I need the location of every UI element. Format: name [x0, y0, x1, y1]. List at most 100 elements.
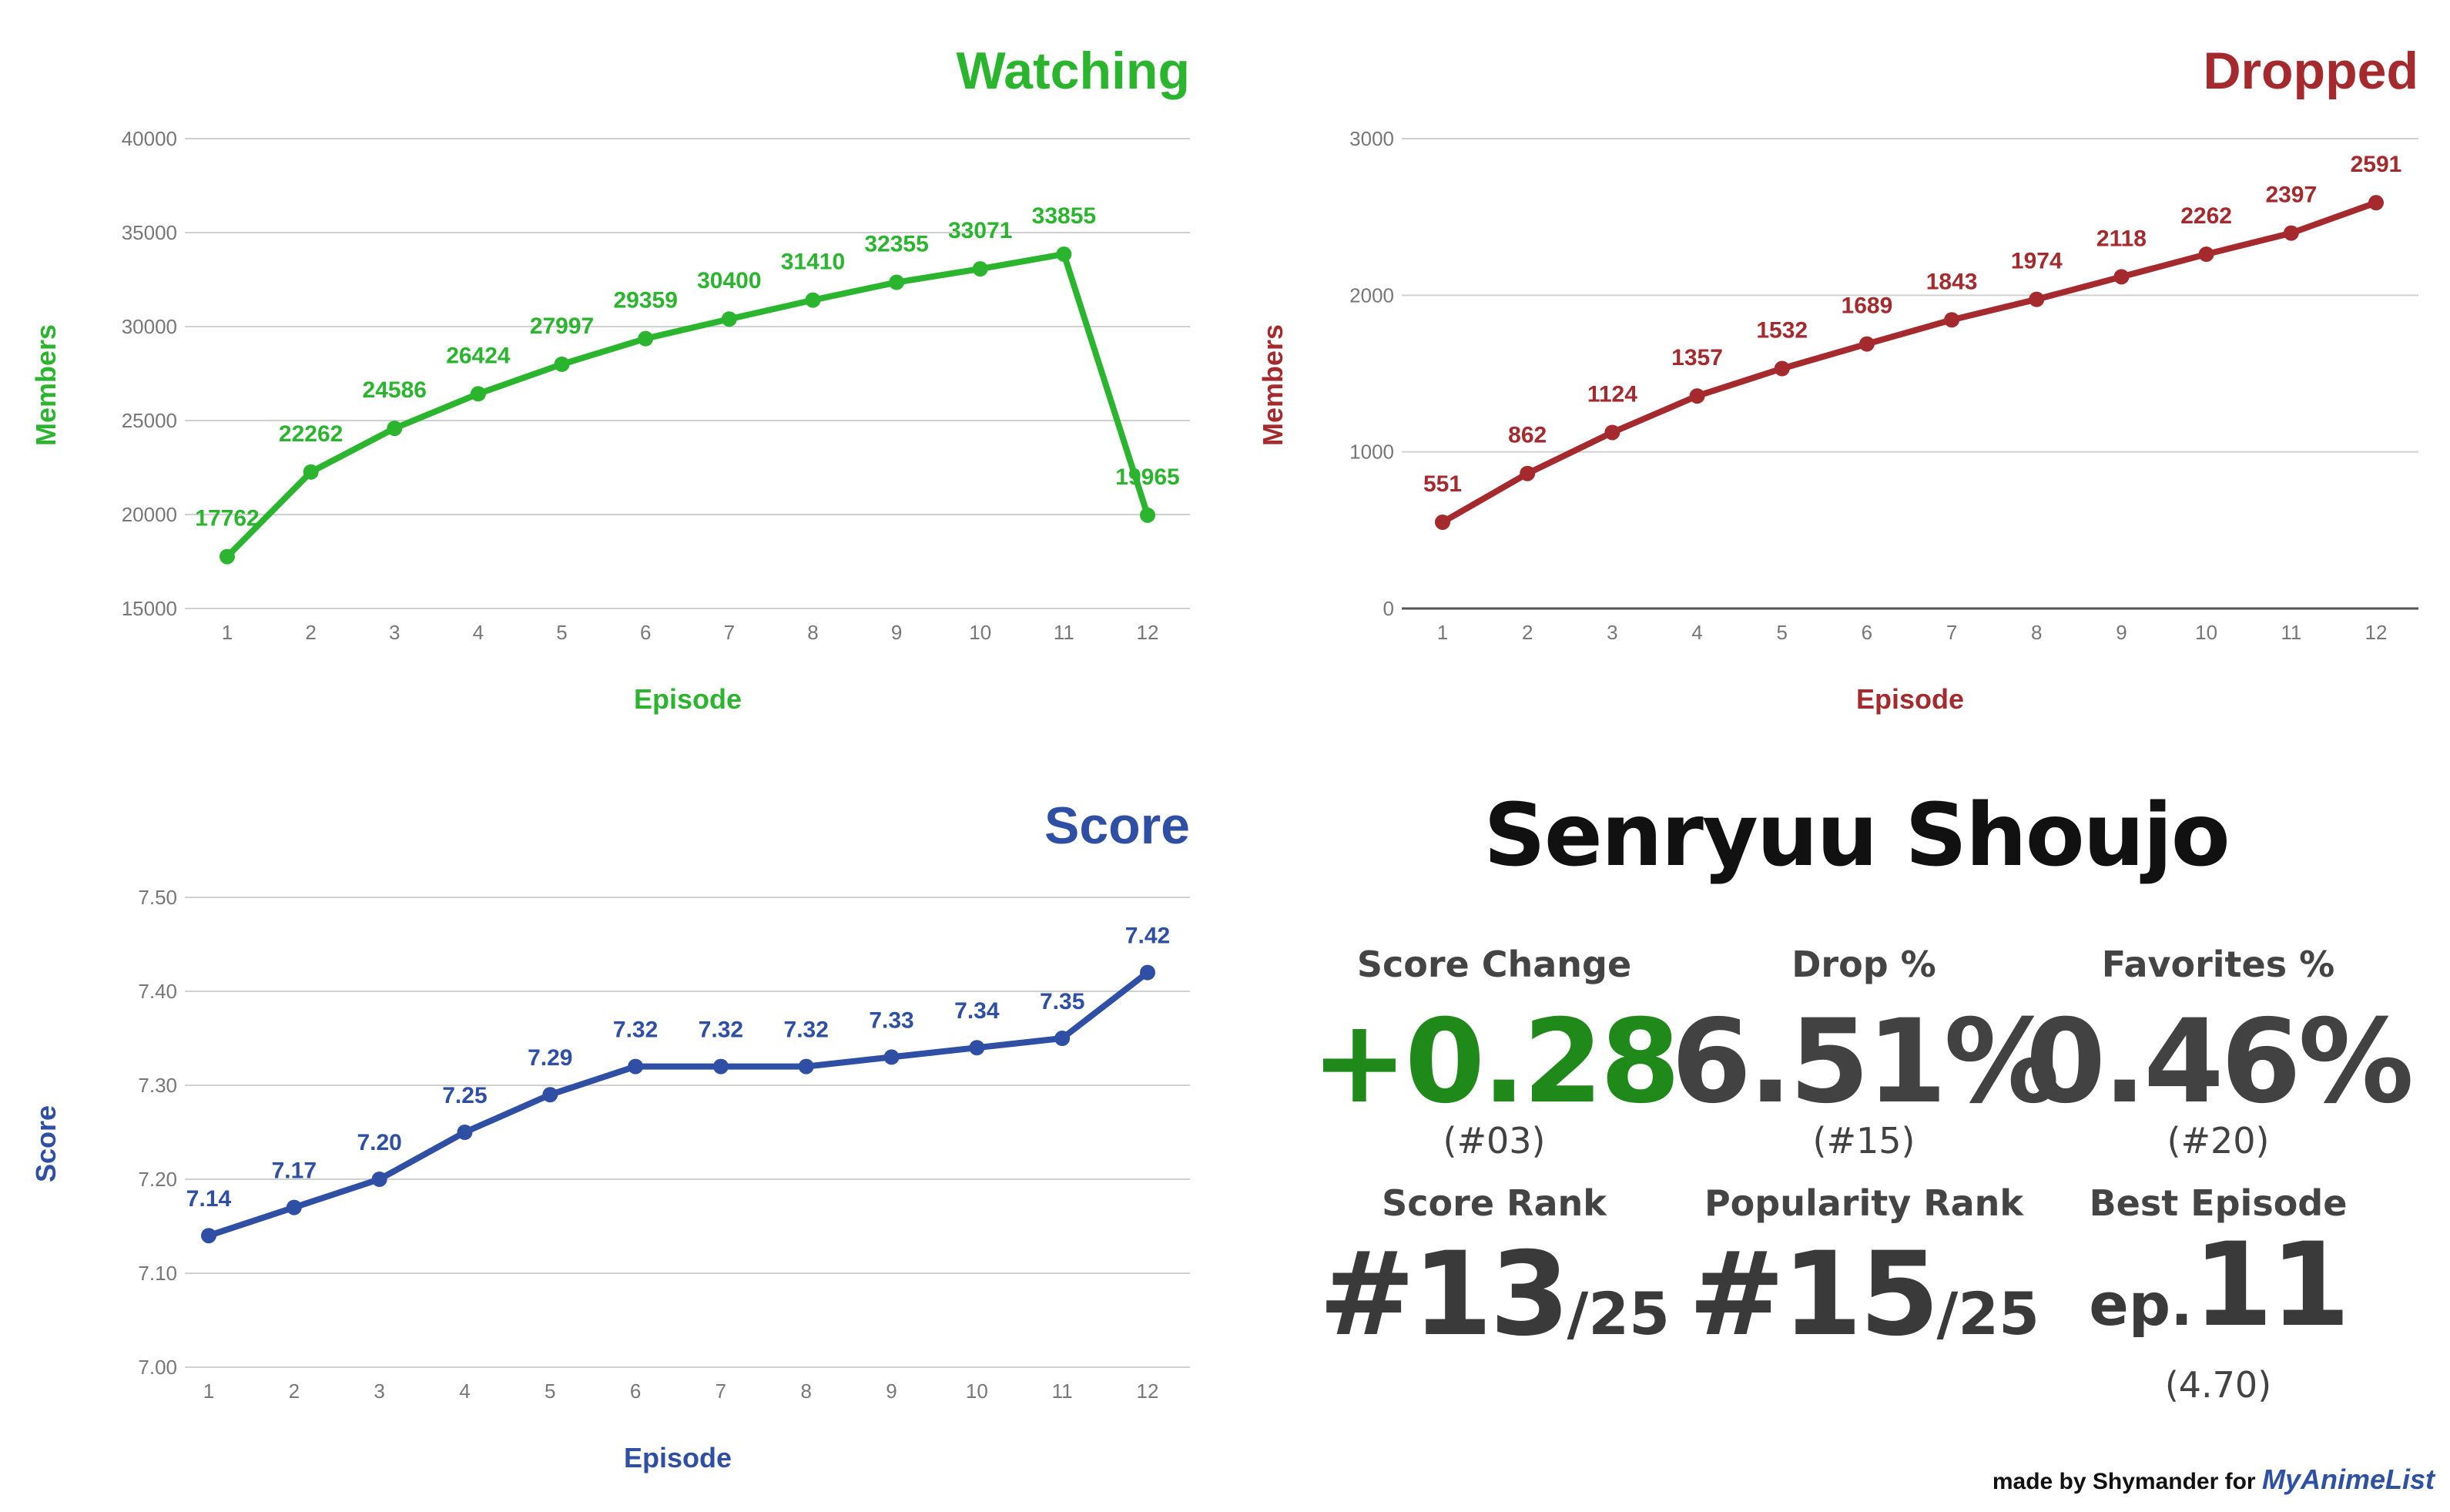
popularity-rank-value: #15	[1688, 1228, 1939, 1362]
dropped-y-tick-label: 3000	[1349, 127, 1394, 150]
watching-x-tick-label: 12	[1137, 621, 1159, 644]
brand-logo: MyAnimeList	[2261, 1463, 2435, 1495]
score-data-point	[628, 1058, 644, 1074]
score-change-value: +0.28	[1311, 995, 1681, 1129]
dropped-data-label: 2262	[2180, 203, 2232, 229]
score-x-tick-label: 10	[966, 1380, 988, 1403]
score-x-tick-label: 5	[545, 1380, 555, 1403]
score-data-label: 7.25	[442, 1083, 487, 1108]
score-data-label: 7.20	[357, 1130, 401, 1155]
watching-data-label: 26424	[446, 343, 511, 368]
dropped-data-point	[1604, 424, 1620, 441]
watching-data-point	[638, 330, 654, 347]
score-x-tick-label: 4	[459, 1380, 470, 1403]
watching-x-tick-label: 7	[724, 621, 735, 644]
watching-data-label: 33071	[948, 218, 1012, 243]
dropped-data-label: 2397	[2265, 183, 2317, 208]
dropped-data-label: 1357	[1671, 345, 1723, 370]
score-data-label: 7.14	[186, 1186, 232, 1212]
dropped-data-label: 1843	[1926, 269, 1978, 294]
score-y-tick-label: 7.20	[138, 1168, 177, 1191]
watching-data-point	[1056, 246, 1072, 262]
score-y-tick-label: 7.50	[138, 886, 177, 909]
score-change-rank: (#03)	[1443, 1120, 1546, 1162]
score-change-label: Score Change	[1356, 944, 1632, 985]
score-data-label: 7.34	[954, 998, 1000, 1024]
dropped-x-tick-label: 8	[2031, 621, 2042, 644]
watching-data-label: 17762	[195, 506, 259, 531]
watching-data-point	[1140, 507, 1155, 523]
dropped-data-point	[2029, 291, 2045, 307]
favorites-pct-stat: Favorites % 0.46% (#20)	[1987, 944, 2449, 1162]
watching-data-label: 33855	[1032, 203, 1096, 229]
watching-y-tick-label: 20000	[122, 503, 177, 526]
dropped-data-label: 1689	[1842, 293, 1893, 319]
dropped-series-line	[1441, 199, 2378, 525]
best-episode-score: (4.70)	[2164, 1364, 2272, 1406]
watching-x-tick-label: 2	[305, 621, 316, 644]
dropped-data-point	[1435, 514, 1450, 530]
score-x-tick-label: 1	[203, 1380, 214, 1403]
dropped-data-label: 2591	[2351, 152, 2402, 177]
score-rank-value: #13	[1319, 1228, 1570, 1362]
favorites-pct-label: Favorites %	[2101, 944, 2335, 985]
score-x-tick-label: 2	[289, 1380, 300, 1403]
credit-line: made by Shymander for MyAnimeList	[1993, 1463, 2435, 1496]
watching-data-point	[805, 292, 821, 308]
watching-data-label: 22262	[279, 421, 343, 447]
watching-data-label: 19965	[1115, 464, 1179, 490]
watching-x-tick-label: 6	[640, 621, 651, 644]
score-rank-label: Score Rank	[1382, 1182, 1607, 1224]
watching-data-point	[889, 274, 905, 290]
score-x-tick-label: 12	[1137, 1380, 1159, 1403]
score-x-tick-label: 6	[630, 1380, 641, 1403]
watching-y-tick-label: 25000	[122, 409, 177, 432]
score-data-point	[201, 1228, 216, 1244]
watching-data-label: 31410	[781, 250, 845, 275]
score-x-tick-label: 7	[716, 1380, 726, 1403]
score-x-tick-label: 11	[1052, 1380, 1073, 1403]
dropped-data-point	[1944, 312, 1960, 328]
score-y-axis-label: Score	[30, 1105, 62, 1182]
watching-series-line	[225, 250, 1151, 559]
dropped-x-tick-label: 5	[1776, 621, 1787, 644]
score-y-tick-label: 7.10	[138, 1262, 177, 1285]
watching-data-label: 24586	[363, 377, 427, 403]
score-data-label: 7.32	[784, 1017, 829, 1043]
dropped-x-axis-label: Episode	[1856, 683, 1964, 715]
popularity-rank-total: /25	[1936, 1279, 2039, 1348]
score-data-label: 7.33	[869, 1007, 913, 1033]
drop-pct-stat: Drop % 6.51% (#15)	[1633, 944, 2095, 1162]
score-data-label: 7.42	[1125, 924, 1170, 949]
dropped-data-point	[1520, 465, 1536, 481]
dropped-data-label: 1532	[1756, 317, 1808, 343]
score-data-point	[1140, 964, 1155, 981]
score-data-point	[371, 1172, 387, 1187]
watching-data-label: 32355	[864, 232, 928, 257]
watching-data-point	[470, 386, 486, 402]
score-x-axis-label: Episode	[624, 1442, 732, 1473]
watching-data-point	[220, 548, 235, 565]
score-x-tick-label: 3	[374, 1380, 384, 1403]
dropped-data-label: 2118	[2096, 226, 2147, 251]
watching-y-tick-label: 35000	[122, 221, 177, 244]
drop-pct-rank: (#15)	[1812, 1120, 1915, 1162]
dropped-chart-title: Dropped	[2203, 42, 2418, 100]
score-y-tick-label: 7.00	[138, 1356, 177, 1379]
dropped-data-label: 1124	[1587, 381, 1637, 407]
watching-data-label: 29359	[613, 288, 677, 313]
score-data-point	[712, 1058, 729, 1074]
dropped-data-point	[2283, 225, 2299, 241]
score-data-point	[286, 1199, 302, 1215]
score-rank-stat: Score Rank #13/25	[1263, 1182, 1725, 1362]
dropped-y-tick-label: 2000	[1349, 283, 1394, 307]
popularity-rank-label: Popularity Rank	[1704, 1182, 2024, 1224]
score-data-point	[969, 1040, 985, 1056]
best-episode-label: Best Episode	[2089, 1182, 2348, 1224]
dropped-data-label: 862	[1508, 423, 1547, 448]
watching-y-tick-label: 40000	[122, 127, 177, 150]
score-x-tick-label: 8	[800, 1380, 811, 1403]
dropped-x-tick-label: 12	[2365, 621, 2388, 644]
watching-x-tick-label: 5	[556, 621, 567, 644]
dropped-x-tick-label: 11	[2281, 621, 2301, 644]
